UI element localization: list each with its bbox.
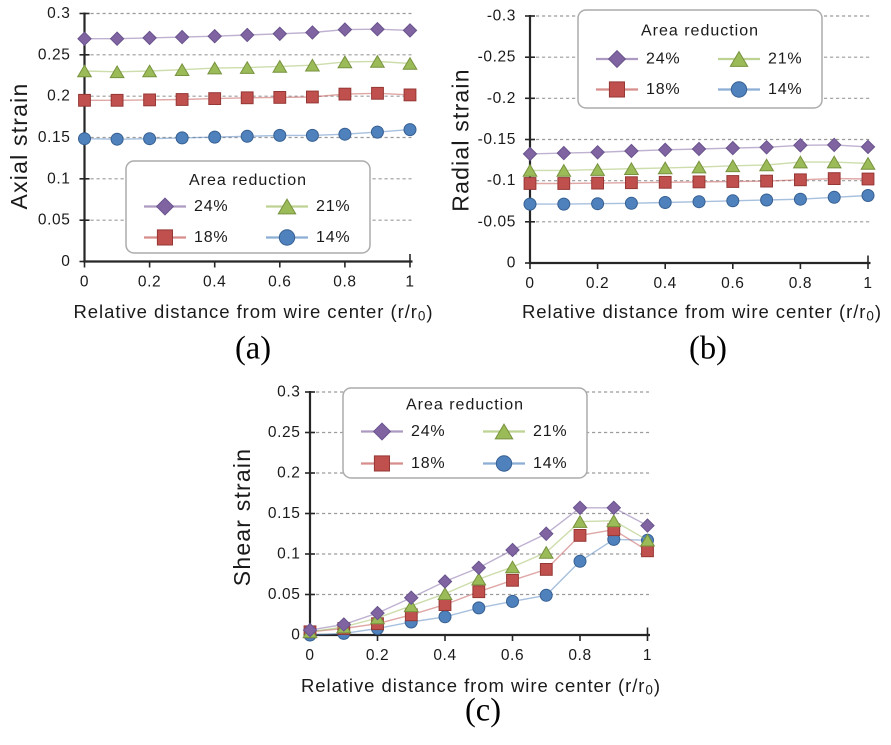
- svg-text:0: 0: [61, 253, 70, 270]
- svg-text:0.25: 0.25: [38, 46, 71, 63]
- svg-text:Radial strain: Radial strain: [448, 68, 474, 211]
- svg-text:0.6: 0.6: [501, 647, 524, 664]
- svg-text:0: 0: [291, 627, 300, 644]
- svg-text:0.15: 0.15: [38, 129, 71, 146]
- svg-text:14%: 14%: [533, 455, 567, 472]
- svg-text:21%: 21%: [533, 423, 567, 440]
- svg-text:0.4: 0.4: [433, 647, 456, 664]
- svg-text:(a): (a): [235, 331, 271, 367]
- svg-text:0.8: 0.8: [333, 274, 356, 291]
- svg-text:0: 0: [80, 274, 89, 291]
- svg-text:1: 1: [643, 647, 652, 664]
- svg-text:0.4: 0.4: [654, 275, 677, 292]
- svg-text:Area reduction: Area reduction: [189, 172, 307, 189]
- svg-text:0.2: 0.2: [277, 465, 300, 482]
- svg-text:0.1: 0.1: [277, 546, 300, 563]
- svg-text:0.25: 0.25: [268, 424, 301, 441]
- svg-text:-0.1: -0.1: [487, 172, 516, 189]
- svg-text:0: 0: [305, 647, 314, 664]
- svg-text:0.2: 0.2: [138, 274, 161, 291]
- svg-text:0.2: 0.2: [47, 88, 70, 105]
- svg-text:Relative distance from wire ce: Relative distance from wire center (r/r0…: [301, 675, 661, 697]
- svg-text:Area reduction: Area reduction: [641, 23, 759, 40]
- svg-text:0.8: 0.8: [568, 647, 591, 664]
- svg-text:0.8: 0.8: [789, 275, 812, 292]
- svg-text:1: 1: [405, 274, 414, 291]
- svg-text:0.05: 0.05: [38, 212, 71, 229]
- svg-text:-0.3: -0.3: [487, 8, 516, 25]
- svg-text:18%: 18%: [411, 455, 445, 472]
- svg-text:Relative distance from wire ce: Relative distance from wire center (r/r0…: [73, 301, 433, 323]
- svg-text:-0.25: -0.25: [478, 49, 516, 66]
- svg-text:Relative distance from wire ce: Relative distance from wire center (r/r0…: [522, 301, 882, 323]
- svg-text:0.2: 0.2: [586, 275, 609, 292]
- svg-text:0.4: 0.4: [203, 274, 226, 291]
- svg-text:24%: 24%: [194, 198, 228, 215]
- svg-text:-0.15: -0.15: [478, 131, 516, 148]
- svg-text:24%: 24%: [411, 423, 445, 440]
- svg-text:0.3: 0.3: [47, 5, 70, 22]
- svg-text:21%: 21%: [768, 51, 802, 68]
- svg-text:0.6: 0.6: [721, 275, 744, 292]
- svg-text:-0.2: -0.2: [487, 90, 516, 107]
- svg-text:0.3: 0.3: [277, 384, 300, 401]
- svg-text:-0.05: -0.05: [478, 213, 516, 230]
- svg-text:(b): (b): [689, 331, 727, 367]
- svg-text:1: 1: [863, 275, 872, 292]
- svg-text:Area reduction: Area reduction: [406, 397, 524, 414]
- svg-text:14%: 14%: [316, 229, 350, 246]
- svg-text:0: 0: [507, 255, 516, 272]
- svg-text:0.2: 0.2: [366, 647, 389, 664]
- svg-text:24%: 24%: [646, 51, 680, 68]
- svg-text:18%: 18%: [646, 81, 680, 98]
- svg-text:0.05: 0.05: [268, 586, 301, 603]
- svg-text:0: 0: [525, 275, 534, 292]
- svg-text:14%: 14%: [768, 81, 802, 98]
- svg-text:0.1: 0.1: [47, 170, 70, 187]
- svg-text:18%: 18%: [194, 229, 228, 246]
- svg-text:(c): (c): [465, 693, 501, 729]
- svg-text:Axial strain: Axial strain: [6, 83, 32, 210]
- svg-text:Shear strain: Shear strain: [229, 448, 255, 586]
- svg-text:0.15: 0.15: [268, 505, 301, 522]
- svg-text:21%: 21%: [316, 198, 350, 215]
- svg-text:0.6: 0.6: [268, 274, 291, 291]
